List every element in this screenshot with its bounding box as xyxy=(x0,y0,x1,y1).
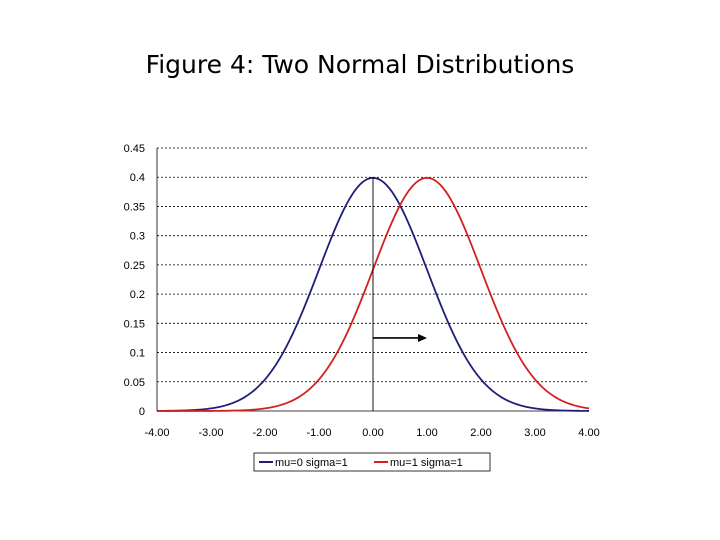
legend: mu=0 sigma=1 mu=1 sigma=1 xyxy=(253,452,491,472)
x-axis-tick-labels: -4.00 -3.00 -2.00 -1.00 0.00 1.00 2.00 3.00 4.00 xyxy=(144,427,599,439)
x-tick-label: 0.00 xyxy=(362,427,383,439)
y-tick-label: 0.45 xyxy=(124,143,145,155)
x-tick-label: 1.00 xyxy=(416,427,437,439)
x-tick-label: -4.00 xyxy=(144,427,169,439)
y-tick-label: 0.25 xyxy=(124,260,145,272)
legend-label-1: mu=0 sigma=1 xyxy=(275,457,348,469)
annotations xyxy=(372,177,427,411)
x-tick-label: 4.00 xyxy=(578,427,599,439)
x-tick-label: -2.00 xyxy=(252,427,277,439)
y-tick-label: 0.4 xyxy=(130,172,145,184)
y-tick-label: 0 xyxy=(139,406,145,418)
y-tick-label: 0.35 xyxy=(124,201,145,213)
legend-box xyxy=(253,452,491,472)
y-tick-label: 0.1 xyxy=(130,348,145,360)
x-tick-label: 3.00 xyxy=(524,427,545,439)
x-tick-label: 2.00 xyxy=(470,427,491,439)
slide-title: Figure 4: Two Normal Distributions xyxy=(145,50,575,79)
x-tick-label: -3.00 xyxy=(198,427,223,439)
y-tick-label: 0.3 xyxy=(130,231,145,243)
x-tick-label: -1.00 xyxy=(306,427,331,439)
y-axis-tick-labels: 0 0.05 0.1 0.15 0.2 0.25 0.3 0.35 0.4 0.45 xyxy=(124,143,145,418)
y-tick-label: 0.05 xyxy=(124,377,145,389)
y-tick-label: 0.15 xyxy=(124,318,145,330)
shift-arrow-head xyxy=(418,333,427,342)
legend-label-2: mu=1 sigma=1 xyxy=(390,457,463,469)
y-tick-label: 0.2 xyxy=(130,289,145,301)
